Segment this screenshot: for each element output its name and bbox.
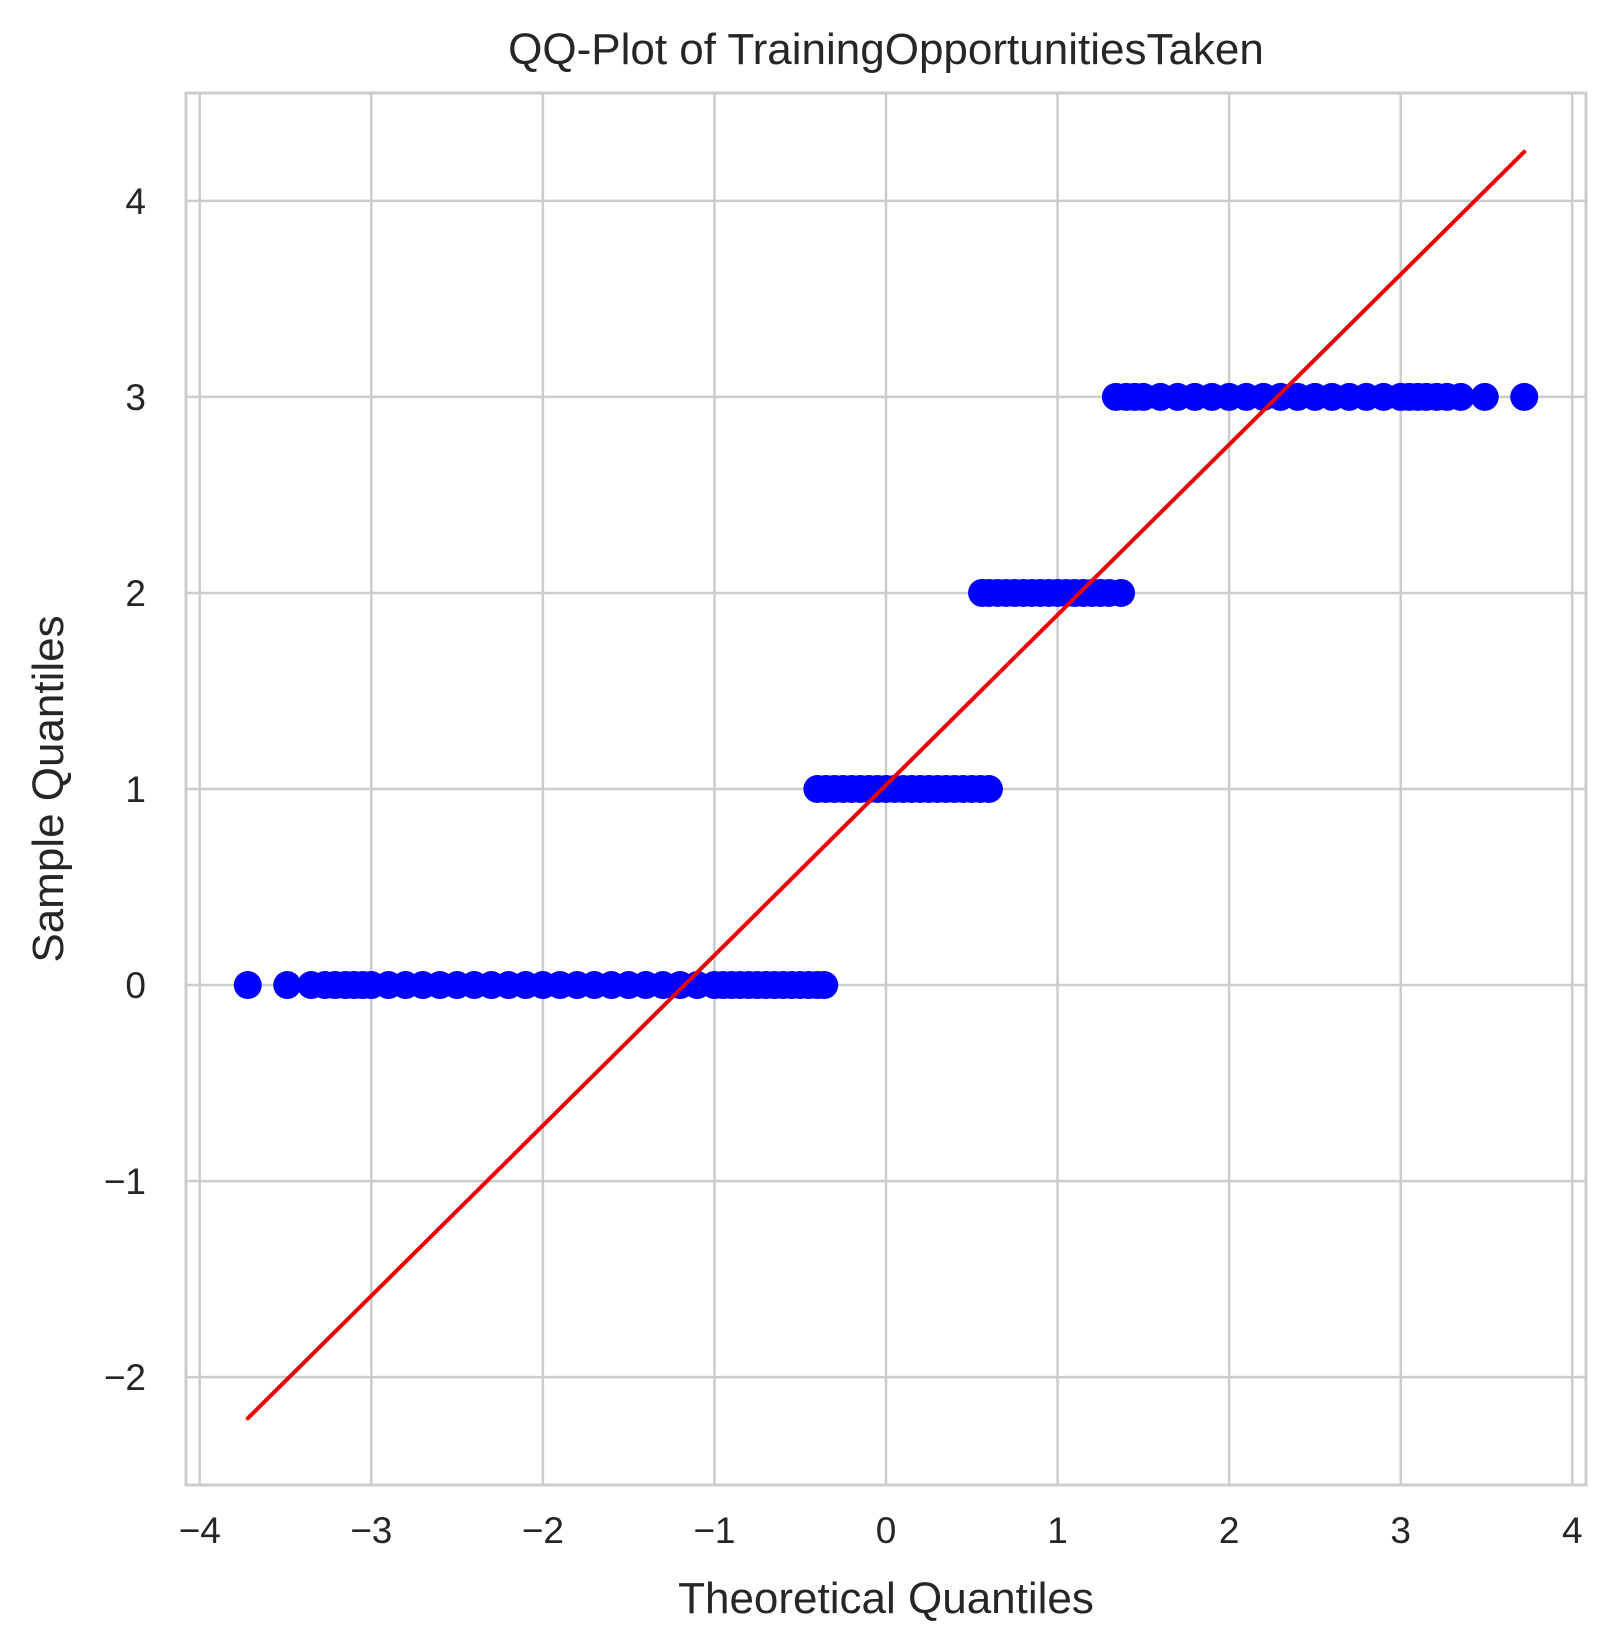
y-tick-label: 4 <box>125 181 146 222</box>
plot-frame <box>184 91 1588 1487</box>
sample-point <box>974 775 1003 803</box>
x-tick-label: 1 <box>1047 1510 1068 1551</box>
x-tick-labels: −4 −3 −2 −1 0 1 2 3 4 <box>179 1510 1583 1551</box>
y-tick-label: 2 <box>125 573 146 614</box>
sample-points-group <box>233 382 1539 1000</box>
x-tick-label: 0 <box>876 1510 897 1551</box>
x-tick-label: −3 <box>350 1510 392 1551</box>
sample-point <box>233 971 262 1000</box>
x-tick-label: 2 <box>1219 1510 1240 1551</box>
sample-point <box>273 971 302 1000</box>
sample-point <box>810 971 839 1000</box>
y-tick-labels: −2 −1 0 1 2 3 4 <box>104 181 146 1398</box>
x-axis-title: Theoretical Quantiles <box>678 1574 1094 1623</box>
x-tick-label: 4 <box>1562 1510 1583 1551</box>
reference-line-group <box>245 149 1527 1421</box>
y-tick-label: −2 <box>104 1357 146 1398</box>
y-tick-label: −1 <box>104 1161 146 1202</box>
sample-point <box>1107 578 1136 607</box>
x-tick-label: −4 <box>179 1510 221 1551</box>
y-tick-label: 0 <box>125 965 146 1006</box>
sample-point <box>1470 382 1499 411</box>
sample-point <box>1446 382 1475 411</box>
y-axis-title: Sample Quantiles <box>24 615 73 962</box>
x-tick-label: −2 <box>522 1510 564 1551</box>
reference-line <box>245 149 1527 1421</box>
chart-title: QQ-Plot of TrainingOpportunitiesTaken <box>508 25 1264 74</box>
y-tick-label: 3 <box>125 377 146 418</box>
y-tick-label: 1 <box>125 769 146 810</box>
sample-point <box>1510 382 1539 411</box>
x-tick-label: 3 <box>1390 1510 1411 1551</box>
x-tick-label: −1 <box>693 1510 735 1551</box>
